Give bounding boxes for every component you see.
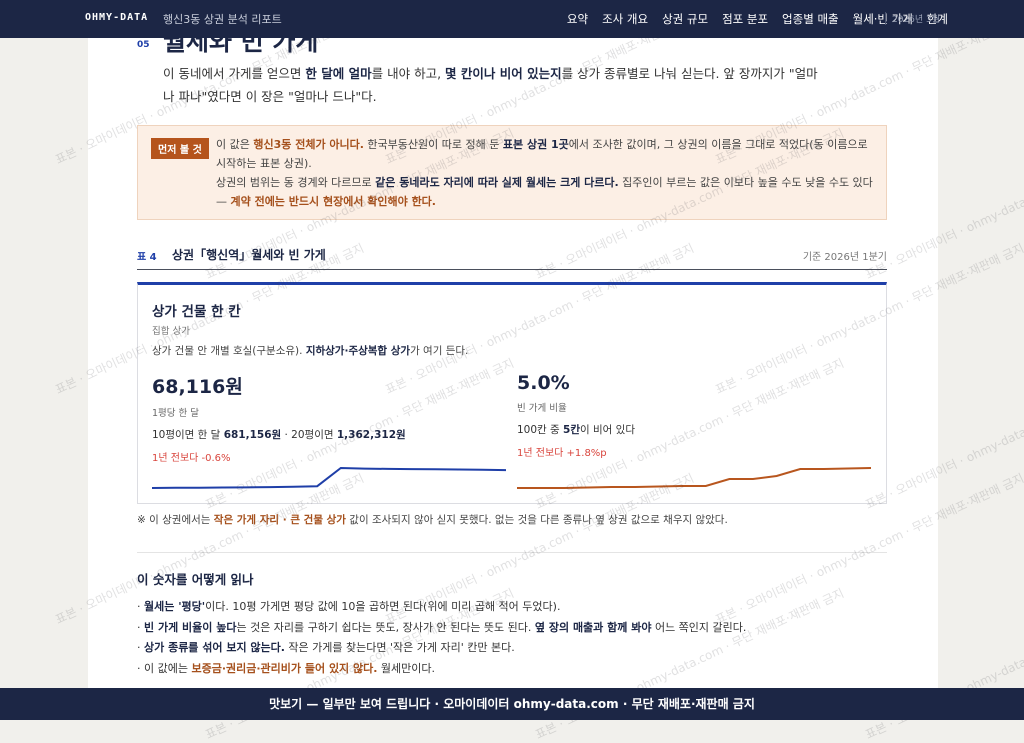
nav-link[interactable]: 한계 (926, 12, 948, 26)
text-run: 를 내야 하고, (371, 66, 446, 81)
trend-line (517, 467, 871, 489)
callout-paragraph: 이 값은 행신3동 전체가 아니다. 한국부동산원이 따로 정해 둔 표본 상권… (216, 135, 881, 173)
bullet: · 상가 종류를 섞어 보지 않는다. 작은 가게를 찾는다면 '작은 가게 자… (137, 638, 746, 659)
metric-detail: 100칸 중 5칸이 비어 있다 (517, 422, 872, 437)
metric-detail: 10평이면 한 달 681,156원 · 20평이면 1,362,312원 (152, 427, 507, 442)
text-run: 이 값에는 (144, 661, 192, 675)
text-run: 100칸 중 (517, 424, 564, 436)
emphasis: 월세는 '평당' (144, 600, 206, 613)
emphasis: 계약 전에는 반드시 현장에서 확인해야 한다. (230, 195, 437, 208)
text-run: · 20평이면 (281, 429, 337, 441)
text-run: 이 값은 (216, 138, 254, 151)
nav-link[interactable]: 업종별 매출 (782, 12, 839, 26)
emphasis: 상가 종류를 섞어 보지 않는다. (144, 641, 285, 654)
bullet: · 월세는 '평당'이다. 10평 가게면 평당 값에 10을 곱하면 된다(위… (137, 597, 746, 618)
bullet-dot: · (137, 661, 144, 675)
emphasis: 같은 동네라도 자리에 따라 실제 월세는 크게 다르다. (375, 176, 619, 189)
metric-label: 1평당 한 달 (152, 408, 200, 419)
divider (137, 552, 887, 553)
intro: 이 동네에서 가게를 얻으면 한 달에 얼마를 내야 하고, 몇 칸이나 비어 … (163, 62, 823, 108)
bullet: · 이 값에는 보증금·권리금·관리비가 들어 있지 않다. 월세만이다. (137, 659, 746, 680)
section-number: 05 (137, 40, 150, 50)
card-description: 상가 건물 안 개별 호실(구분소유). 지하상가·주상복합 상가가 여기 든다… (152, 343, 468, 358)
top-nav: OHMY-DATA 행신3동 상권 분석 리포트 요약 조사 개요 상권 규모 점포 … (0, 0, 1024, 38)
metric: 5.0% 빈 가게 비율 100칸 중 5칸이 비어 있다 1년 전보다 +1.8%p (517, 372, 872, 459)
text-run: 이 비어 있다 (580, 424, 635, 436)
text-run: 이다. 10평 가게면 평당 값에 10을 곱하면 된다(위에 미리 곱해 적어… (205, 600, 561, 613)
trend-line (152, 466, 506, 489)
bullet-dot: · (137, 600, 144, 613)
nav-link[interactable]: 점포 분포 (722, 12, 769, 26)
text-run: 상권의 범위는 동 경계와 다르므로 (216, 176, 376, 189)
text-run: 는 것은 자리를 구하기 쉽다는 뜻도, 장사가 안 된다는 뜻도 된다. (236, 620, 535, 634)
text-run: 이 상권에서는 (149, 514, 214, 526)
emphasis: 한 달에 얼마 (305, 66, 372, 81)
bullet: · 빈 가게 비율이 높다는 것은 자리를 구하기 쉽다는 뜻도, 장사가 안 … (137, 618, 746, 639)
emphasis: 681,156원 (223, 429, 282, 441)
bullet-dot: · (137, 620, 144, 634)
nav-date: 2026년 3월 (885, 12, 940, 25)
card-subtitle: 집합 상가 (152, 326, 190, 337)
text-run: 작은 가게를 찾는다면 '작은 가게 자리' 칸만 본다. (284, 641, 515, 654)
table-basis: 기준 2026년 1분기 (802, 252, 887, 263)
emphasis: 몇 칸이나 비어 있는지 (445, 66, 562, 81)
metric: 68,116원 1평당 한 달 10평이면 한 달 681,156원 · 20평이면… (152, 372, 507, 464)
text-run: 한국부동산원이 따로 정해 둔 (363, 138, 503, 151)
emphasis: 작은 가게 자리 · 큰 건물 상가 (213, 514, 346, 526)
emphasis: 빈 가게 비율이 높다 (144, 620, 237, 634)
nav-link[interactable]: 요약 (566, 12, 589, 26)
text-run: 어느 쪽인지 갈린다. (651, 620, 747, 634)
note-text: 이 상권에서는 작은 가게 자리 · 큰 건물 상가 값이 조사되지 않아 싣지… (149, 514, 728, 526)
emphasis: 옆 장의 매출과 함께 봐야 (534, 620, 652, 634)
text-run: 이 동네에서 가게를 얻으면 (163, 66, 306, 81)
text-run: 상가 건물 안 개별 호실(구분소유). (152, 345, 306, 357)
nav-link[interactable]: 조사 개요 (602, 12, 649, 26)
metric-label: 빈 가게 비율 (517, 403, 567, 414)
card (137, 282, 887, 504)
callout-paragraph: 상권의 범위는 동 경계와 다르므로 같은 동네라도 자리에 따라 실제 월세는… (216, 173, 881, 211)
metric-change: 1년 전보다 -0.6% (152, 453, 231, 464)
text-run: 를 상가 종류별로 나눠 싣는다. 앞 장까지가 "얼마나 파나"였다면 이 장… (163, 66, 818, 104)
sparkline (152, 466, 506, 489)
callout-text: 이 값은 행신3동 전체가 아니다. 한국부동산원이 따로 정해 둔 표본 상권… (216, 135, 881, 211)
metric-value: 5.0% (517, 372, 570, 394)
emphasis: 보증금·권리금·관리비가 들어 있지 않다. (191, 661, 378, 675)
text-run: 월세만이다. (377, 661, 436, 675)
rule (137, 269, 887, 270)
card-title: 상가 건물 한 칸 (152, 304, 241, 320)
callout (137, 125, 887, 220)
note-mark: ※ (137, 514, 150, 526)
nav-link[interactable]: 월세·빈 가게 (852, 12, 913, 26)
note: ※ 이 상권에서는 작은 가게 자리 · 큰 건물 상가 값이 조사되지 않아 … (137, 512, 728, 527)
reading-list: · 월세는 '평당'이다. 10평 가게면 평당 값에 10을 곱하면 된다(위… (137, 597, 746, 679)
emphasis: 행신3동 전체가 아니다. (253, 138, 364, 151)
table-title: 상권「행신역」월세와 빈 가게 (172, 248, 326, 262)
text-run: 집주인이 부르는 값은 이보다 높을 수도 낮을 수도 있다 — (216, 176, 873, 208)
table-label: 표 4 (137, 252, 157, 263)
emphasis: 지하상가·주상복합 상가 (305, 345, 411, 357)
callout-badge: 먼저 볼 것 (151, 138, 209, 159)
sparkline (517, 467, 871, 489)
bullet-dot: · (137, 641, 144, 654)
text-run: 10평이면 한 달 (152, 429, 224, 441)
text-run: 에서 조사한 값이며, 그 상권의 이름을 그대로 적었다(동 이름으로 시작하… (216, 138, 868, 170)
reading-title: 이 숫자를 어떻게 읽나 (137, 572, 254, 587)
metric-value: 68,116원 (152, 376, 243, 398)
report-title: 행신3동 상권 분석 리포트 (163, 13, 282, 26)
emphasis: 표본 상권 1곳 (502, 138, 569, 151)
nav-link[interactable]: 상권 규모 (662, 12, 709, 26)
nav-items: 요약 조사 개요 상권 규모 점포 분포 업종별 매출 월세·빈 가게 한계 (567, 11, 948, 27)
metric-change: 1년 전보다 +1.8%p (517, 448, 607, 459)
emphasis: 5칸 (563, 424, 581, 436)
paper (88, 0, 938, 720)
text-run: 가 여기 든다. (410, 345, 469, 357)
footer-banner: 맛보기 — 일부만 보여 드립니다 · 오마이데이터 ohmy-data.com… (0, 688, 1024, 720)
text-run: 값이 조사되지 않아 싣지 못했다. 없는 것을 다른 종류나 옆 상권 값으로… (345, 514, 728, 526)
brand[interactable]: OHMY-DATA (85, 12, 149, 23)
emphasis: 1,362,312원 (336, 429, 406, 441)
